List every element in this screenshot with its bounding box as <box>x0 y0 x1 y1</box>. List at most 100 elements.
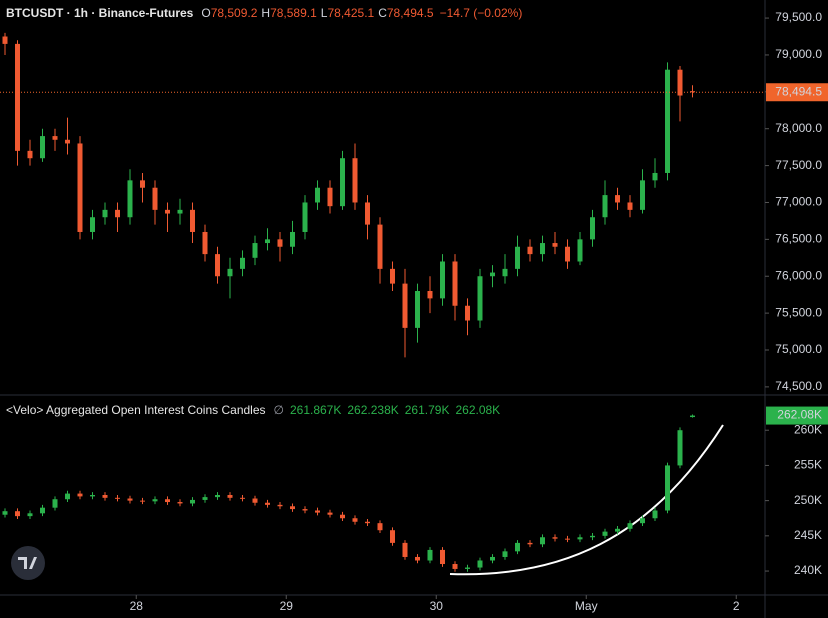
legend-value: 261.867K <box>290 403 341 417</box>
candle-body <box>377 224 383 269</box>
candle-body <box>502 268 508 277</box>
candle-body <box>15 43 20 151</box>
candle-body <box>490 272 495 277</box>
candle-body <box>402 542 408 557</box>
candle-body <box>227 495 233 498</box>
candle-body <box>427 549 433 561</box>
candle-body <box>202 497 208 500</box>
candle-body <box>390 268 395 284</box>
y-tick-label: 250K <box>794 493 822 507</box>
candle-body <box>540 243 545 255</box>
candle-body <box>515 246 520 269</box>
candle-body <box>252 498 258 503</box>
x-tick-label: 2 <box>733 599 740 613</box>
candle-body <box>515 542 520 552</box>
candle-body <box>477 276 483 321</box>
x-tick-label: 30 <box>430 599 444 613</box>
y-tick-label: 260K <box>794 422 822 436</box>
candle-body <box>527 246 533 255</box>
candle-body <box>452 564 458 569</box>
candle-body <box>52 499 58 508</box>
candle-body <box>590 217 595 240</box>
candle-body <box>15 511 20 517</box>
candle-body <box>2 36 8 44</box>
candle-body <box>290 506 295 510</box>
pane-header: BTCUSDT · 1h · Binance-Futures O78,509.2 H… <box>6 6 522 20</box>
candle-body <box>590 535 595 538</box>
candle-body <box>390 530 395 543</box>
candle-body <box>127 498 133 501</box>
candle-body <box>290 231 295 247</box>
candle-body <box>540 537 545 545</box>
x-tick-label: 28 <box>130 599 144 613</box>
candle-body <box>40 507 45 514</box>
y-tick-label: 78,000.0 <box>775 121 822 135</box>
candle-body <box>552 537 558 539</box>
candle-body <box>202 231 208 255</box>
x-tick-label: May <box>575 599 598 613</box>
x-tick-label: 29 <box>280 599 294 613</box>
y-tick-label: 79,500.0 <box>775 10 822 24</box>
candle-body <box>102 495 108 498</box>
candle-body <box>240 497 245 499</box>
legend-value: 261.79K <box>405 403 450 417</box>
y-tick-label: 77,500.0 <box>775 158 822 172</box>
candle-body <box>27 150 33 159</box>
candle-body <box>277 239 283 247</box>
candle-body <box>427 290 433 299</box>
y-tick-label: 75,500.0 <box>775 305 822 319</box>
candle-body <box>177 502 183 504</box>
legend-key: L <box>321 6 328 20</box>
candle-body <box>302 202 308 232</box>
candle-body <box>315 510 320 513</box>
candle-body <box>440 261 445 299</box>
pane-header: <Velo> Aggregated Open Interest Coins Ca… <box>6 403 500 417</box>
candle-body <box>527 542 533 545</box>
candle-body <box>52 136 58 140</box>
candle-body <box>127 180 133 218</box>
last-value-box <box>766 406 828 425</box>
candle-body <box>640 518 645 524</box>
last-value-label: 262.08K <box>777 408 822 422</box>
candle-body <box>327 187 333 207</box>
candle-body <box>365 202 370 225</box>
y-tick-label: 77,000.0 <box>775 195 822 209</box>
candle-body <box>627 523 633 529</box>
candle-body <box>65 493 70 500</box>
legend-key: C <box>378 6 387 20</box>
candle-body <box>327 512 333 515</box>
candle-body <box>627 202 633 210</box>
candle-body <box>477 560 483 568</box>
y-tick-label: 76,000.0 <box>775 268 822 282</box>
candles <box>2 32 695 358</box>
candle-body <box>552 243 558 247</box>
trend-curve <box>449 424 724 576</box>
candle-body <box>690 91 695 93</box>
candle-body <box>402 283 408 328</box>
candle-body <box>277 504 283 507</box>
candle-body <box>215 495 220 498</box>
candle-body <box>440 549 445 565</box>
legend-key: O <box>201 6 210 20</box>
pane-title: BTCUSDT · 1h · Binance-Futures <box>6 6 194 20</box>
candle-body <box>115 497 120 499</box>
y-tick-label: 74,500.0 <box>775 379 822 393</box>
candle-body <box>615 195 620 203</box>
y-tick-label: 79,000.0 <box>775 47 822 61</box>
candle-body <box>302 509 308 511</box>
candle-body <box>602 195 608 218</box>
candle-body <box>165 499 170 503</box>
legend-value: 262.08K <box>455 403 500 417</box>
candle-body <box>577 537 583 540</box>
candle-body <box>415 556 420 561</box>
candle-body <box>240 257 245 269</box>
candle-body <box>452 261 458 306</box>
candle-body <box>415 290 420 328</box>
y-tick-label: 255K <box>794 458 822 472</box>
legend-symbol: ∅ <box>274 403 284 417</box>
candle-body <box>252 243 258 258</box>
candle-body <box>565 538 570 540</box>
y-tick-label: 245K <box>794 528 822 542</box>
legend-value: 78,589.1 <box>270 6 317 20</box>
